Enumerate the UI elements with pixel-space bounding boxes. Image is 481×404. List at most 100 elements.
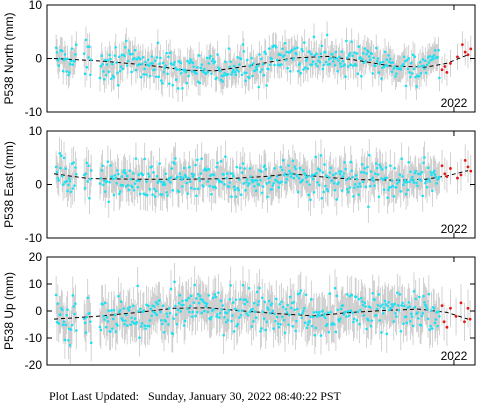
y-tick-label: 0 xyxy=(35,304,42,318)
data-point xyxy=(155,56,159,59)
data-point xyxy=(179,175,182,179)
data-point xyxy=(411,179,415,182)
data-point xyxy=(405,180,409,184)
data-point xyxy=(303,321,307,325)
data-point xyxy=(319,154,323,157)
data-point xyxy=(176,87,180,90)
data-point xyxy=(166,315,169,318)
data-point xyxy=(275,175,279,178)
data-point xyxy=(123,322,126,326)
data-point xyxy=(303,173,307,176)
data-point xyxy=(348,186,352,189)
data-point xyxy=(127,49,131,53)
data-point xyxy=(88,311,91,315)
data-point xyxy=(327,176,331,179)
data-point xyxy=(325,323,329,326)
data-point xyxy=(310,52,313,56)
data-point xyxy=(73,60,76,63)
data-point xyxy=(395,291,399,295)
data-point xyxy=(297,176,301,180)
data-point xyxy=(358,182,361,185)
data-point xyxy=(171,332,175,336)
data-point xyxy=(316,181,319,184)
data-point xyxy=(140,322,144,325)
data-point xyxy=(173,162,176,166)
data-point xyxy=(293,308,296,312)
data-point xyxy=(355,177,359,181)
data-point xyxy=(380,77,383,80)
data-point xyxy=(412,181,416,184)
data-point xyxy=(363,301,367,305)
data-point xyxy=(153,305,156,308)
data-point xyxy=(211,296,215,300)
data-point xyxy=(329,310,332,314)
data-point xyxy=(286,174,289,177)
data-point xyxy=(111,177,115,181)
data-point xyxy=(146,193,149,197)
data-point xyxy=(347,54,351,57)
data-point xyxy=(174,66,177,70)
data-point xyxy=(354,174,358,177)
data-point xyxy=(259,329,262,333)
data-point xyxy=(391,61,395,64)
data-point xyxy=(148,187,152,191)
recent-data-point xyxy=(466,53,470,57)
data-point xyxy=(70,323,74,327)
data-point xyxy=(305,326,309,330)
data-point xyxy=(123,54,126,58)
data-point xyxy=(353,183,357,186)
data-point xyxy=(363,47,367,50)
data-point xyxy=(268,311,272,315)
data-point xyxy=(360,57,364,61)
data-point xyxy=(274,179,278,182)
data-point xyxy=(410,175,414,179)
data-point xyxy=(107,70,111,73)
data-point xyxy=(408,305,411,308)
data-point xyxy=(69,190,73,194)
data-point xyxy=(206,180,210,183)
data-point xyxy=(275,315,279,319)
data-point xyxy=(281,305,285,309)
data-point xyxy=(313,54,317,57)
data-point xyxy=(404,192,408,196)
data-point xyxy=(415,181,418,185)
data-point xyxy=(409,320,412,323)
data-point xyxy=(171,83,175,87)
data-point xyxy=(108,53,111,57)
data-point xyxy=(328,62,332,66)
data-point xyxy=(398,173,402,176)
data-point xyxy=(409,170,412,173)
data-point xyxy=(133,317,137,320)
data-point xyxy=(323,312,326,316)
data-point xyxy=(177,60,181,63)
data-point xyxy=(87,164,90,168)
data-point xyxy=(172,63,175,66)
data-point xyxy=(202,185,205,188)
data-point xyxy=(132,56,136,60)
recent-data-point xyxy=(445,325,449,329)
data-point xyxy=(141,55,145,59)
data-point xyxy=(158,299,161,302)
data-point xyxy=(381,60,385,64)
data-point xyxy=(98,182,102,185)
data-point xyxy=(247,286,251,290)
data-point xyxy=(181,185,184,188)
data-point xyxy=(324,174,328,178)
data-point xyxy=(421,311,425,315)
data-point xyxy=(100,54,104,58)
data-point xyxy=(125,324,129,327)
data-point xyxy=(436,55,439,59)
data-point xyxy=(55,51,59,54)
data-point xyxy=(185,181,189,185)
data-point xyxy=(210,309,214,312)
data-point xyxy=(415,85,418,88)
data-point xyxy=(299,71,303,75)
data-point xyxy=(283,172,287,176)
data-point xyxy=(183,68,187,72)
data-point xyxy=(335,57,339,60)
data-point xyxy=(414,75,418,79)
data-point xyxy=(107,200,111,204)
data-point xyxy=(163,66,167,70)
data-point xyxy=(344,310,347,314)
data-point xyxy=(416,311,419,314)
